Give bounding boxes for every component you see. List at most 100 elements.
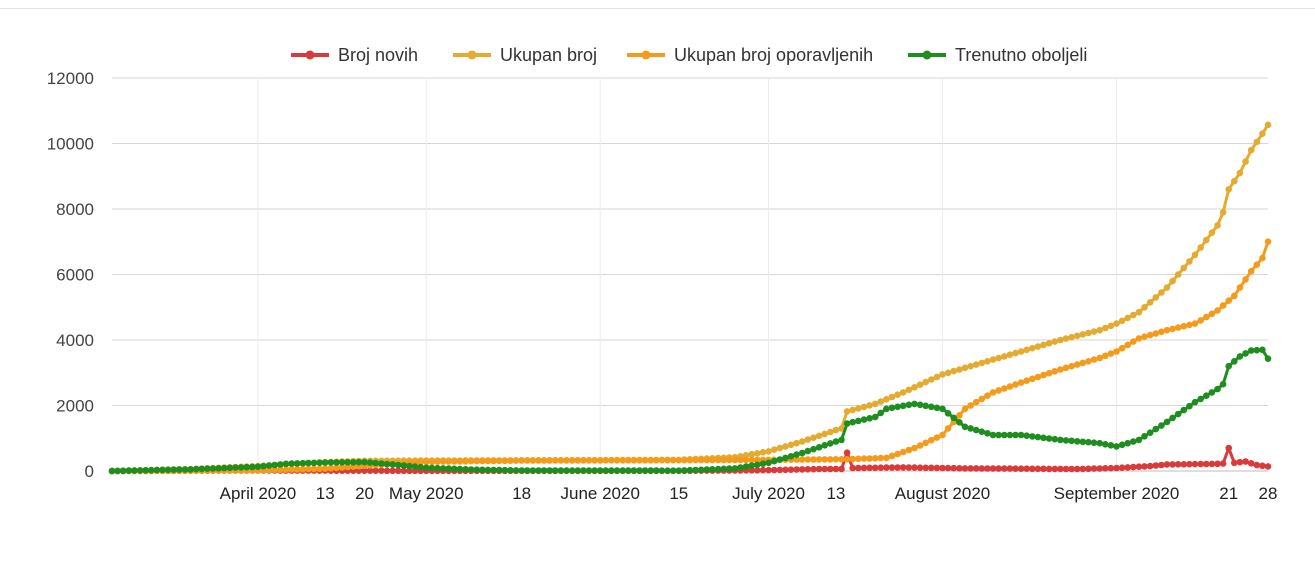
data-point [815, 432, 823, 440]
data-point [928, 376, 935, 383]
data-point [849, 455, 856, 463]
data-point [574, 467, 582, 474]
data-point [1090, 356, 1098, 363]
data-point [350, 459, 357, 466]
data-point [1130, 463, 1137, 471]
data-point [574, 457, 582, 464]
data-point [944, 464, 952, 472]
data-point [1191, 320, 1199, 327]
data-point [1259, 254, 1266, 262]
data-point [905, 401, 913, 409]
legend-label: Trenutno oboljeli [955, 45, 1087, 65]
data-point [1163, 418, 1171, 426]
data-point [1242, 158, 1249, 165]
data-point [630, 467, 638, 474]
data-point [1141, 333, 1148, 341]
y-tick-label: 10000 [47, 135, 94, 154]
data-point [114, 467, 121, 475]
data-point [810, 456, 817, 463]
data-point [1242, 458, 1249, 465]
data-point [1029, 465, 1036, 473]
data-point [675, 467, 683, 475]
data-point [1264, 463, 1272, 470]
data-point [535, 467, 542, 474]
data-point [939, 405, 946, 413]
data-point [804, 447, 812, 455]
data-point [731, 465, 739, 472]
data-point [1068, 333, 1075, 341]
data-point [905, 386, 913, 394]
data-point [136, 467, 144, 474]
data-point [394, 461, 402, 469]
data-point [1124, 341, 1131, 349]
data-point [894, 403, 901, 411]
y-axis-ticks: 0 2000 4000 6000 8000 10000 12000 [47, 69, 94, 481]
data-point [580, 467, 587, 474]
data-point [754, 461, 761, 469]
data-point [1001, 353, 1008, 360]
data-point [1124, 314, 1131, 322]
data-point [770, 457, 778, 465]
data-point [793, 439, 800, 447]
top-divider [0, 8, 1315, 9]
data-point [1135, 308, 1143, 316]
data-point [956, 412, 963, 419]
data-point [995, 465, 1002, 472]
data-point [1034, 465, 1042, 473]
data-point [479, 466, 486, 474]
data-point [883, 464, 890, 471]
data-point [871, 464, 879, 472]
data-point [625, 457, 632, 464]
data-point [989, 431, 997, 439]
data-point [1085, 438, 1092, 446]
data-point [1169, 414, 1176, 422]
data-point [1259, 130, 1266, 137]
data-point [1045, 340, 1053, 347]
data-point [1191, 398, 1199, 406]
data-point [1102, 465, 1109, 472]
data-point [759, 449, 767, 456]
data-point [529, 467, 537, 474]
data-point [720, 465, 727, 473]
data-point [1231, 459, 1238, 467]
data-point [1107, 350, 1115, 357]
data-point [288, 460, 295, 467]
data-point [596, 467, 604, 474]
data-point [428, 464, 436, 472]
x-tick-label: April 2020 [220, 484, 297, 503]
data-point [709, 466, 716, 473]
data-point [209, 465, 217, 472]
data-point [1051, 435, 1059, 443]
data-point [827, 428, 834, 436]
data-point [1197, 460, 1204, 468]
data-point [473, 466, 481, 474]
data-point [417, 458, 424, 466]
data-point [1146, 429, 1154, 437]
data-point [843, 455, 851, 463]
data-point [922, 378, 929, 386]
y-tick-label: 12000 [47, 69, 94, 88]
data-point [944, 425, 952, 432]
data-point [636, 467, 643, 474]
y-tick-label: 4000 [56, 331, 94, 350]
data-point [950, 367, 957, 375]
data-point [153, 466, 161, 474]
data-point [1023, 377, 1030, 385]
data-point [737, 464, 744, 471]
data-point [939, 431, 946, 439]
data-point [950, 414, 957, 422]
data-point [1236, 169, 1244, 177]
data-point [742, 452, 750, 459]
data-point [1040, 465, 1047, 473]
data-point [1231, 177, 1238, 185]
data-point [1203, 460, 1210, 468]
data-point [299, 459, 307, 467]
data-point [669, 467, 677, 475]
data-point [1118, 441, 1126, 449]
data-point [1135, 335, 1143, 342]
data-point [681, 467, 688, 474]
data-point [1264, 355, 1272, 363]
data-point [608, 457, 615, 464]
data-point [495, 466, 503, 474]
data-point [1197, 244, 1204, 251]
